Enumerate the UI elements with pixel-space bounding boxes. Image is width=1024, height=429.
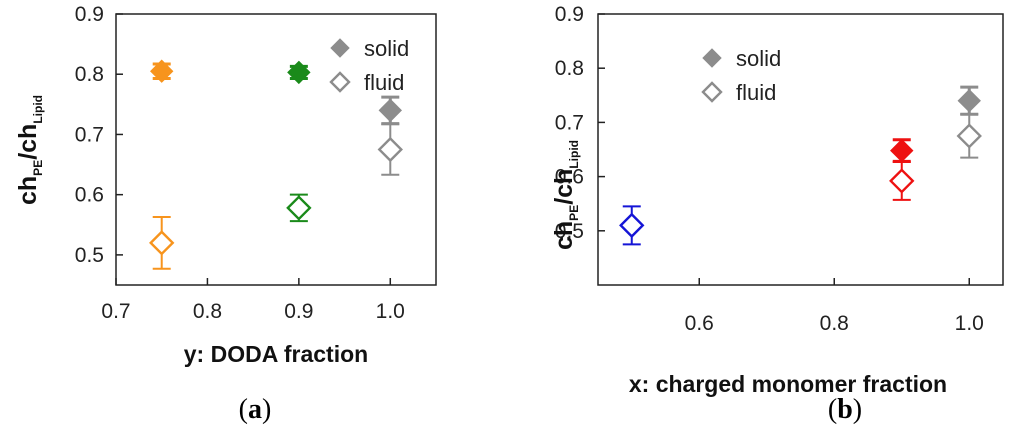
y-tick-label: 0.5	[555, 220, 584, 243]
y-axis-title-part: ch	[14, 176, 42, 205]
y-axis-title-part: ch	[550, 221, 578, 250]
panel-label-part: )	[853, 394, 862, 425]
solid-point	[287, 60, 311, 85]
panel-label-part: )	[262, 394, 271, 425]
x-tick-label: 0.7	[101, 300, 130, 323]
y-tick-label: 0.7	[75, 123, 104, 146]
legend-marker-solid	[702, 48, 722, 68]
fluid-point	[286, 195, 312, 221]
x-tick-label: 1.0	[376, 300, 405, 323]
fluid-point	[619, 212, 645, 239]
y-tick-label: 0.9	[75, 3, 104, 26]
chart-panel-b: 0.5 0.6 0.7 0.8 0.9 0.6 0.8 1.0 x: charged monom…	[550, 3, 1004, 425]
panel-label-part: (	[828, 394, 837, 425]
panel-label-part: (	[239, 394, 248, 425]
y-tick-label: 0.7	[555, 111, 584, 134]
legend-label-fluid: fluid	[364, 70, 404, 95]
fluid-point	[377, 136, 403, 163]
panel-label: (b)	[828, 394, 862, 425]
legend-marker-solid	[330, 38, 350, 58]
fluid-point	[889, 168, 915, 194]
legend-label-solid: solid	[736, 46, 781, 71]
y-tick-label: 0.8	[555, 57, 584, 80]
x-tick-label: 0.6	[685, 312, 714, 335]
plot-frame	[115, 13, 437, 286]
x-tick-label: 1.0	[955, 312, 984, 335]
legend-label-fluid: fluid	[736, 80, 776, 105]
plot-frame	[597, 13, 1004, 286]
y-axis-title: chPE/chLipid	[14, 95, 45, 205]
x-axis-title: y: DODA fraction	[184, 341, 368, 367]
y-tick-label: 0.6	[75, 184, 104, 207]
panel-label-part: a	[248, 394, 262, 425]
y-axis-title-part: PE	[567, 205, 581, 221]
y-tick-label: 0.6	[555, 166, 584, 189]
y-axis-title-part: Lipid	[31, 95, 45, 124]
y-axis-title-part: /ch	[550, 169, 578, 205]
solid-point	[378, 98, 402, 123]
y-tick-label: 0.5	[75, 244, 104, 267]
panel-label-part: b	[837, 394, 853, 425]
chart-panel-a: 0.5 0.6 0.7 0.8 0.9 0.7 0.8 0.9 1.0 y: DODA fract…	[14, 3, 437, 425]
fluid-point	[149, 230, 175, 256]
y-tick-label: 0.8	[75, 63, 104, 86]
x-tick-label: 0.8	[193, 300, 222, 323]
x-tick-label: 0.8	[820, 312, 849, 335]
y-axis-title: chPE/chLipid	[550, 140, 581, 250]
y-tick-label: 0.9	[555, 3, 584, 26]
panel-label: (a)	[239, 394, 272, 425]
fluid-point	[956, 123, 982, 149]
x-tick-label: 0.9	[284, 300, 313, 323]
y-axis-title-part: PE	[31, 160, 45, 176]
solid-point	[957, 89, 981, 113]
solid-point	[890, 138, 914, 163]
legend-marker-fluid	[329, 71, 351, 93]
y-axis-title-part: Lipid	[567, 140, 581, 169]
x-axis-title: x: charged monomer fraction	[629, 371, 947, 397]
y-axis-title-part: /ch	[14, 124, 42, 160]
legend-label-solid: solid	[364, 36, 409, 61]
solid-point	[150, 59, 174, 83]
legend-marker-fluid	[701, 81, 723, 103]
